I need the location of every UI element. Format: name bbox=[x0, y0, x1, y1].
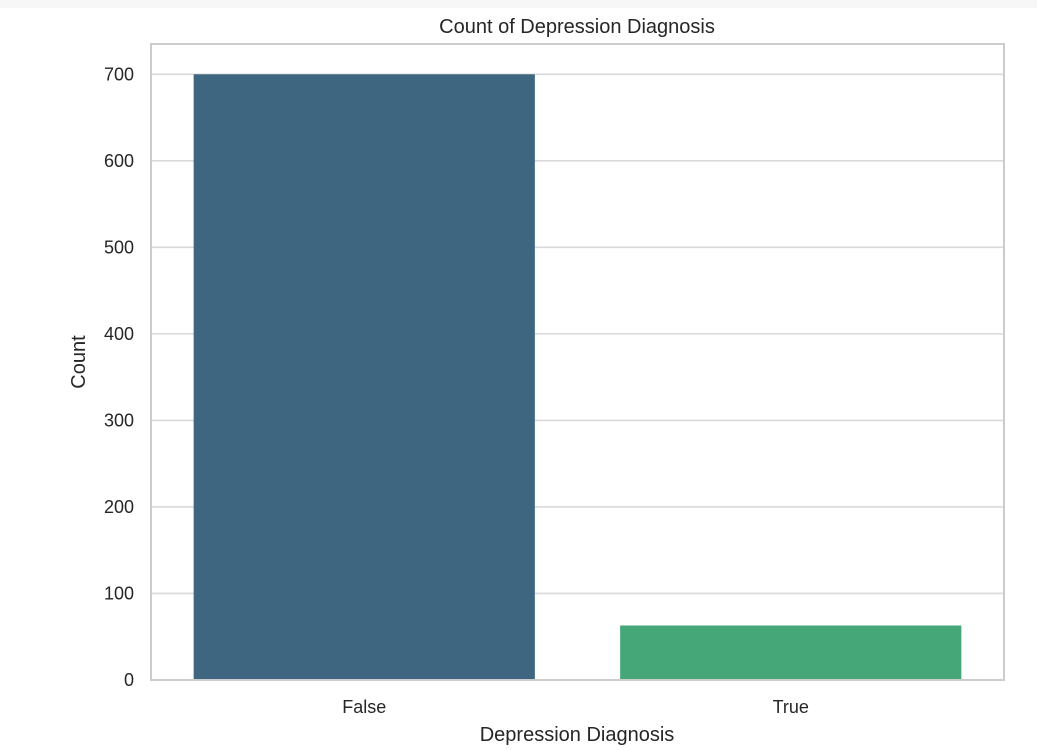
y-tick-label: 300 bbox=[104, 410, 134, 430]
top-strip bbox=[0, 0, 1037, 8]
y-tick-label: 400 bbox=[104, 324, 134, 344]
y-tick-label: 100 bbox=[104, 583, 134, 603]
y-tick-label: 500 bbox=[104, 237, 134, 257]
bar-true bbox=[620, 625, 962, 680]
chart-title: Count of Depression Diagnosis bbox=[439, 16, 715, 38]
x-axis-label: Depression Diagnosis bbox=[480, 724, 675, 746]
x-tick-label: False bbox=[342, 697, 386, 717]
y-tick-label: 200 bbox=[104, 497, 134, 517]
y-tick-label: 600 bbox=[104, 151, 134, 171]
y-tick-labels: 0 100 200 300 400 500 600 700 bbox=[104, 64, 134, 690]
bars-layer bbox=[193, 74, 962, 681]
y-tick-label: 700 bbox=[104, 64, 134, 84]
y-tick-label: 0 bbox=[124, 670, 134, 690]
bar-false bbox=[193, 74, 535, 681]
x-tick-label: True bbox=[773, 697, 809, 717]
x-tick-labels: False True bbox=[342, 697, 809, 717]
plot-frame bbox=[150, 43, 1005, 681]
y-axis-label: Count bbox=[68, 335, 90, 389]
